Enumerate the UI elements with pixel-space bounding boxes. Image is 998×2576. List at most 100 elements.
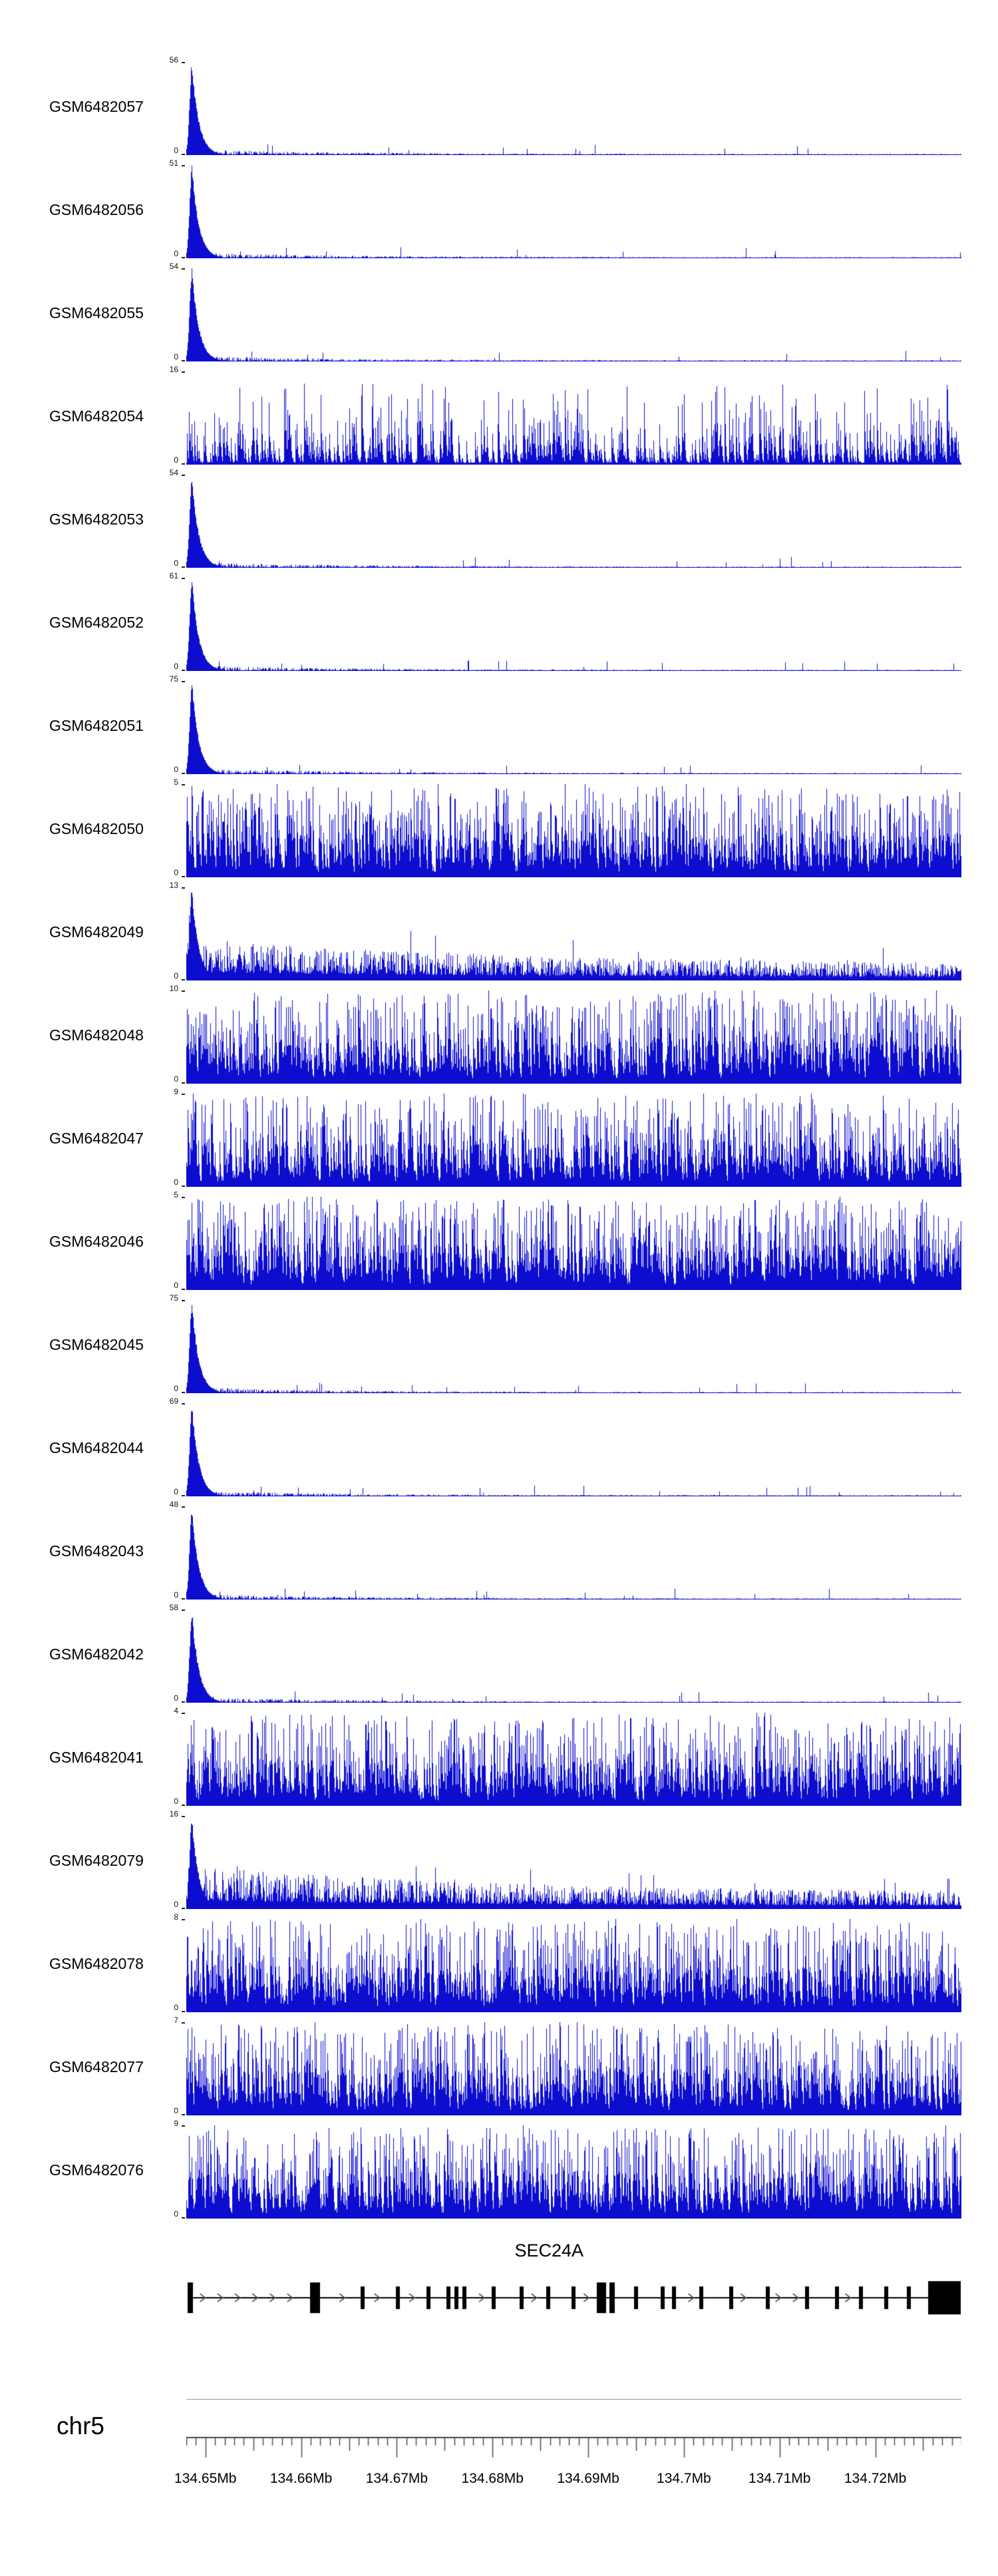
track-label: GSM6482056 xyxy=(49,201,144,218)
track-label: GSM6482045 xyxy=(49,1336,144,1353)
y-axis-bottom-tick xyxy=(182,2217,185,2219)
y-axis-bottom-tick xyxy=(182,154,185,155)
track-label: GSM6482047 xyxy=(49,1130,144,1147)
track-label: GSM6482076 xyxy=(49,2161,144,2179)
track-ymin-label: 0 xyxy=(174,1797,178,1806)
y-axis-bottom-tick xyxy=(182,1908,185,1909)
y-axis-bottom-tick xyxy=(182,773,185,774)
y-axis-top-tick xyxy=(182,1300,185,1301)
track-ymin-label: 0 xyxy=(174,146,178,155)
track-row-GSM6482079: GSM6482079 16 0 xyxy=(0,1809,998,1914)
y-axis-top-tick xyxy=(182,990,185,992)
track-signal-plot xyxy=(186,475,961,568)
track-ymax-label: 5 xyxy=(174,1190,178,1199)
track-ymin-label: 0 xyxy=(174,2003,178,2012)
track-ymax-label: 4 xyxy=(174,1706,178,1715)
y-axis-top-tick xyxy=(182,1506,185,1508)
track-label: GSM6482053 xyxy=(49,511,144,528)
track-ymin-label: 0 xyxy=(174,1178,178,1187)
track-label: GSM6482042 xyxy=(49,1645,144,1663)
y-axis-bottom-tick xyxy=(182,360,185,361)
track-signal-plot xyxy=(186,2125,961,2219)
ruler-tick-label: 134.67Mb xyxy=(365,2471,428,2486)
track-label: GSM6482046 xyxy=(49,1233,144,1250)
ruler-tick-label: 134.65Mb xyxy=(174,2471,237,2486)
track-label: GSM6482052 xyxy=(49,614,144,631)
y-axis-top-tick xyxy=(182,1094,185,1095)
track-ymin-label: 0 xyxy=(174,558,178,568)
y-axis-bottom-tick xyxy=(182,2114,185,2115)
y-axis-top-tick xyxy=(182,1713,185,1714)
track-label: GSM6482048 xyxy=(49,1026,144,1044)
track-signal-plot xyxy=(186,887,961,980)
y-axis-top-tick xyxy=(182,62,185,63)
y-axis-top-tick xyxy=(182,887,185,889)
track-signal-plot xyxy=(186,1403,961,1496)
track-ymax-label: 54 xyxy=(169,468,178,477)
y-axis-top-tick xyxy=(182,268,185,270)
track-signal-plot xyxy=(186,1713,961,1806)
y-axis-top-tick xyxy=(182,1197,185,1198)
track-row-GSM6482051: GSM6482051 75 0 xyxy=(0,674,998,779)
y-axis-top-tick xyxy=(182,784,185,785)
track-label: GSM6482054 xyxy=(49,407,144,425)
track-signal-plot xyxy=(186,1816,961,1909)
track-label: GSM6482079 xyxy=(49,1852,144,1869)
y-axis-bottom-tick xyxy=(182,463,185,465)
track-row-GSM6482076: GSM6482076 9 0 xyxy=(0,2119,998,2223)
y-axis-bottom-tick xyxy=(182,1185,185,1187)
track-ymin-label: 0 xyxy=(174,868,178,877)
y-axis-bottom-tick xyxy=(182,1701,185,1703)
track-signal-plot xyxy=(186,62,961,155)
chromosome-label: chr5 xyxy=(57,2412,104,2440)
track-row-GSM6482041: GSM6482041 4 0 xyxy=(0,1706,998,1811)
y-axis-bottom-tick xyxy=(182,1082,185,1084)
track-row-GSM6482047: GSM6482047 9 0 xyxy=(0,1087,998,1191)
y-axis-bottom-tick xyxy=(182,1598,185,1600)
y-axis-bottom-tick xyxy=(182,1289,185,1290)
track-signal-plot xyxy=(186,371,961,465)
track-signal-plot xyxy=(186,1506,961,1600)
track-ymax-label: 48 xyxy=(169,1500,178,1509)
track-ymin-label: 0 xyxy=(174,1281,178,1290)
track-label: GSM6482057 xyxy=(49,98,144,115)
track-row-GSM6482044: GSM6482044 69 0 xyxy=(0,1396,998,1501)
track-signal-plot xyxy=(186,681,961,774)
track-ymax-label: 9 xyxy=(174,2119,178,2128)
track-ymax-label: 10 xyxy=(169,984,178,993)
signal-tracks-container: GSM6482057 56 0 GSM6482056 51 0 GSM6482055 54 0 G… xyxy=(0,55,998,2223)
track-signal-plot xyxy=(186,1197,961,1290)
track-signal-plot xyxy=(186,1610,961,1703)
track-label: GSM6482051 xyxy=(49,717,144,734)
coordinate-ruler xyxy=(186,2436,961,2464)
ruler-tick-label: 134.71Mb xyxy=(748,2471,811,2486)
track-ymax-label: 13 xyxy=(169,881,178,890)
track-signal-plot xyxy=(186,578,961,671)
track-row-GSM6482042: GSM6482042 58 0 xyxy=(0,1603,998,1707)
ruler-tick-label: 134.66Mb xyxy=(269,2471,333,2486)
track-ymin-label: 0 xyxy=(174,971,178,980)
track-ymax-label: 75 xyxy=(169,1293,178,1303)
y-axis-top-tick xyxy=(182,1816,185,1817)
track-label: GSM6482041 xyxy=(49,1749,144,1766)
track-ymin-label: 0 xyxy=(174,2106,178,2115)
track-ymax-label: 56 xyxy=(169,55,178,65)
y-axis-bottom-tick xyxy=(182,1495,185,1496)
track-ymin-label: 0 xyxy=(174,1074,178,1084)
track-signal-plot xyxy=(186,1300,961,1393)
y-axis-bottom-tick xyxy=(182,2011,185,2012)
track-ymax-label: 7 xyxy=(174,2016,178,2025)
track-ymax-label: 69 xyxy=(169,1396,178,1406)
y-axis-top-tick xyxy=(182,681,185,682)
track-ymax-label: 54 xyxy=(169,262,178,271)
track-ymax-label: 16 xyxy=(169,365,178,374)
track-ymin-label: 0 xyxy=(174,2209,178,2219)
y-axis-bottom-tick xyxy=(182,566,185,568)
track-ymax-label: 58 xyxy=(169,1603,178,1612)
ruler-tick-label: 134.7Mb xyxy=(657,2471,711,2486)
y-axis-top-tick xyxy=(182,371,185,373)
track-row-GSM6482054: GSM6482054 16 0 xyxy=(0,365,998,469)
track-ymax-label: 61 xyxy=(169,571,178,580)
track-ymin-label: 0 xyxy=(174,1590,178,1600)
